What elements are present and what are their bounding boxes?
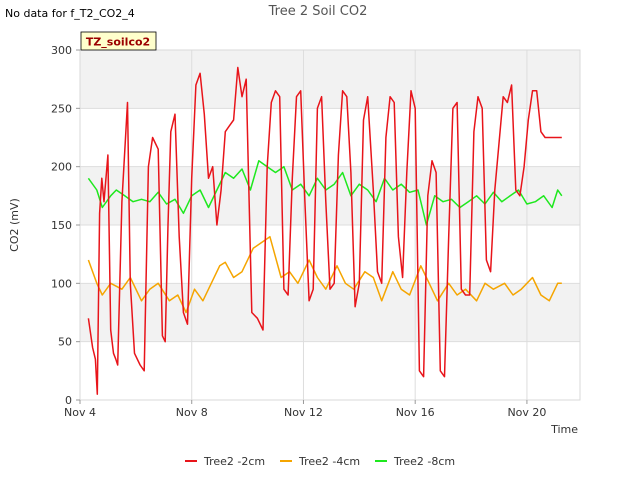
- badge: TZ_soilco2: [80, 31, 157, 51]
- y-tick-label: 250: [51, 102, 72, 115]
- x-tick-label: Nov 4: [64, 406, 96, 419]
- y-tick-label: 300: [51, 44, 72, 57]
- x-tick-label: Nov 20: [507, 406, 546, 419]
- badge-box: [80, 31, 157, 51]
- legend: Tree2 -2cm Tree2 -4cm Tree2 -8cm: [185, 455, 455, 468]
- legend-label: Tree2 -8cm: [393, 455, 455, 468]
- x-axis-label: Time: [550, 423, 578, 436]
- x-tick-label: Nov 12: [284, 406, 323, 419]
- y-tick-label: 200: [51, 161, 72, 174]
- y-tick-label: 50: [58, 336, 72, 349]
- badge-label: TZ_soilco2: [86, 36, 150, 49]
- series-line-tree2-2cm: [87, 66, 562, 395]
- background-bands: [80, 50, 580, 342]
- y-axis-ticks: 0 50 100 150 200 250 300: [51, 44, 80, 407]
- chart-title: Tree 2 Soil CO2: [268, 4, 368, 19]
- series-lines: [87, 66, 563, 395]
- x-axis-ticks: Nov 4 Nov 8 Nov 12 Nov 16 Nov 20: [64, 400, 546, 419]
- x-tick-label: Nov 8: [176, 406, 208, 419]
- x-tick-label: Nov 16: [396, 406, 435, 419]
- legend-label: Tree2 -4cm: [298, 455, 360, 468]
- y-tick-label: 150: [51, 219, 72, 232]
- band: [80, 50, 580, 109]
- y-tick-label: 100: [51, 277, 72, 290]
- series-line-tree2-4cm: [87, 235, 562, 314]
- band: [80, 283, 580, 342]
- y-axis-label: CO2 (mV): [8, 198, 21, 252]
- legend-label: Tree2 -2cm: [203, 455, 265, 468]
- y-tick-label: 0: [65, 394, 72, 407]
- nodata-text: No data for f_T2_CO2_4: [5, 7, 135, 20]
